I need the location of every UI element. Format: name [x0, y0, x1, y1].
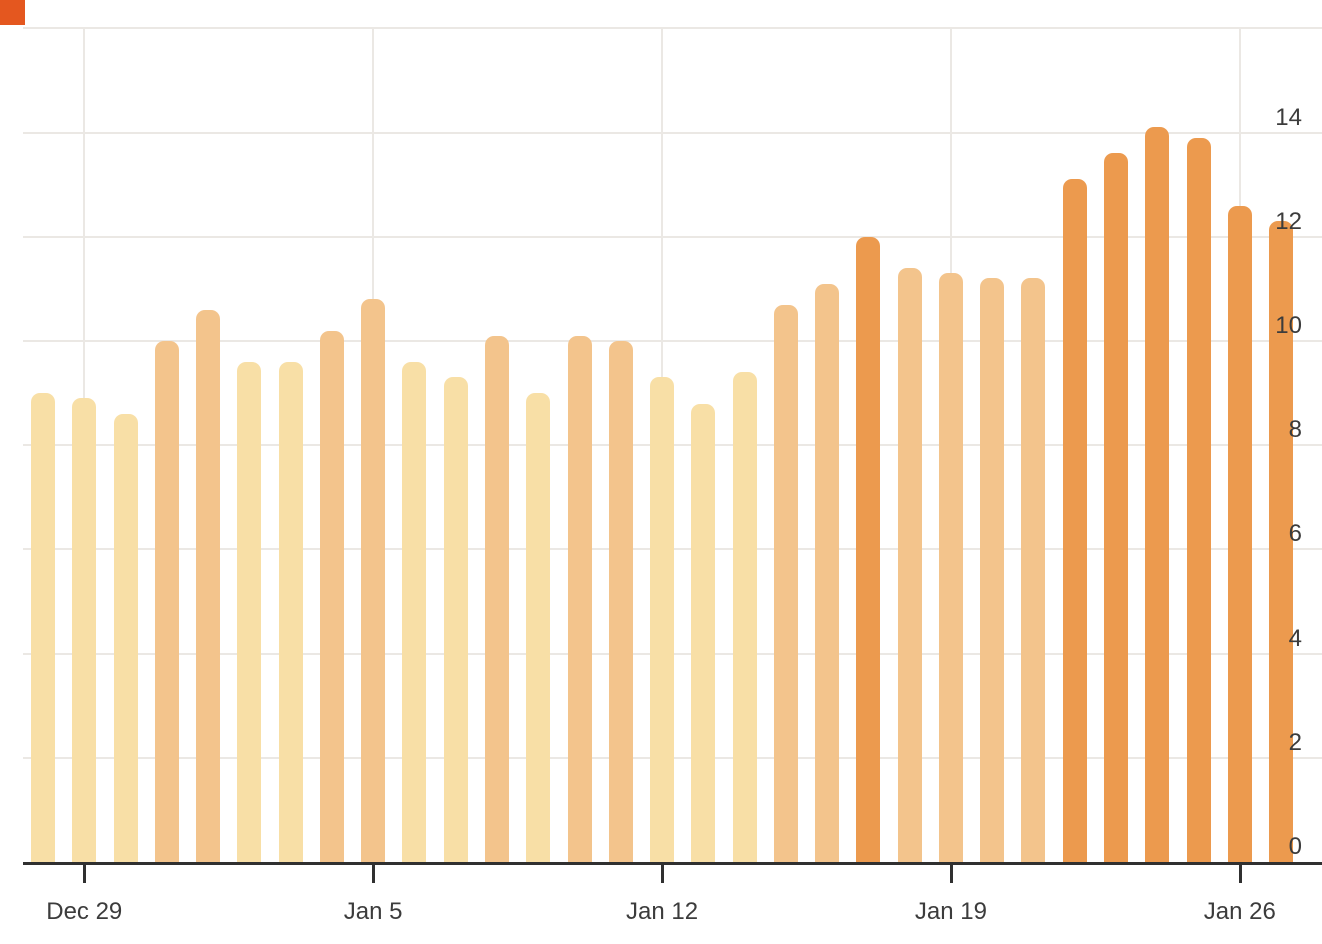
- bar[interactable]: [732, 372, 757, 862]
- bar[interactable]: [980, 278, 1005, 862]
- gridline-horizontal: [23, 340, 1322, 342]
- bar[interactable]: [650, 377, 675, 862]
- bar[interactable]: [443, 377, 468, 862]
- bar[interactable]: [31, 393, 55, 862]
- bar[interactable]: [897, 268, 922, 862]
- bar[interactable]: [856, 237, 881, 862]
- bar[interactable]: [237, 362, 262, 862]
- bar[interactable]: [196, 310, 221, 862]
- bar[interactable]: [1186, 138, 1211, 862]
- bar[interactable]: [154, 341, 179, 862]
- bar[interactable]: [1021, 278, 1046, 862]
- bar[interactable]: [1145, 127, 1170, 862]
- bar[interactable]: [278, 362, 303, 862]
- bar[interactable]: [815, 284, 840, 862]
- y-axis-label: 12: [1275, 207, 1302, 235]
- x-axis-tick-label: Dec 29: [46, 898, 123, 925]
- x-axis-tick-mark: [1238, 865, 1242, 883]
- y-axis-label: 0: [1288, 833, 1302, 860]
- gridline-horizontal: [23, 235, 1322, 238]
- y-axis-label: 4: [1288, 624, 1302, 652]
- gridline-horizontal: [23, 27, 1322, 30]
- x-axis-tick-mark: [949, 865, 953, 883]
- x-axis-tick-label: Jan 12: [626, 898, 699, 925]
- gridline-horizontal: [23, 131, 1322, 134]
- bar[interactable]: [484, 336, 509, 862]
- bar[interactable]: [113, 414, 138, 862]
- bar[interactable]: [1104, 153, 1129, 862]
- bar[interactable]: [567, 336, 592, 862]
- x-axis-tick-mark: [372, 865, 376, 883]
- x-axis-tick-mark: [661, 865, 665, 883]
- bar[interactable]: [319, 331, 344, 862]
- y-axis-label: 2: [1288, 728, 1302, 756]
- y-axis-label: 8: [1288, 416, 1302, 444]
- bar[interactable]: [608, 341, 633, 862]
- corner-marker: [0, 0, 25, 25]
- x-axis-line: [23, 862, 1322, 865]
- x-axis-tick-mark: [83, 865, 87, 883]
- y-axis-label: 10: [1275, 312, 1302, 339]
- bar[interactable]: [1062, 179, 1087, 862]
- bar[interactable]: [72, 398, 97, 862]
- x-axis-tick-label: Jan 19: [914, 898, 987, 925]
- bar[interactable]: [691, 404, 716, 862]
- bar[interactable]: [1269, 221, 1294, 862]
- y-axis-label: 6: [1288, 520, 1302, 548]
- y-axis-label: 14: [1275, 103, 1302, 131]
- bar[interactable]: [361, 299, 386, 862]
- x-axis-tick-label: Jan 5: [343, 898, 403, 925]
- bar[interactable]: [938, 273, 963, 862]
- x-axis-tick-label: Jan 26: [1203, 898, 1276, 925]
- bar[interactable]: [526, 393, 551, 862]
- bar[interactable]: [1227, 206, 1252, 862]
- bar[interactable]: [773, 305, 798, 862]
- bar[interactable]: [402, 362, 427, 862]
